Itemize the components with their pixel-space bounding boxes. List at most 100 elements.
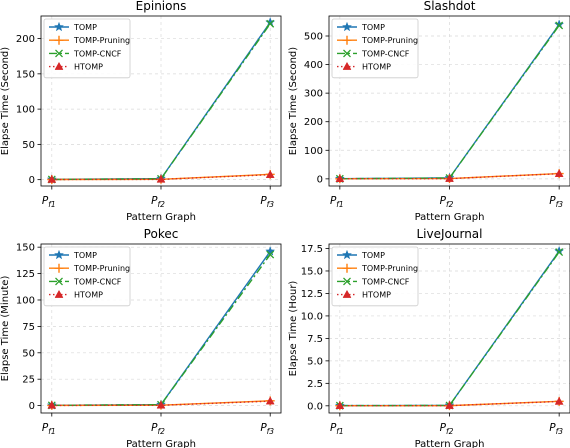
data-point [555,248,564,257]
y-tick-label: 2.5 [307,379,323,390]
y-tick-label: 100 [16,295,35,306]
x-tick-label: Pf1 [330,195,344,209]
legend-marker [53,249,65,260]
y-tick-label: 10.0 [301,311,323,322]
legend-label: TOMP-CNCF [361,49,410,58]
series-htomp [335,168,564,183]
y-tick-label: 17.5 [301,244,323,255]
y-tick-label: 150 [16,243,35,254]
legend-box [43,246,131,307]
y-axis-label: Elapse Time (Second) [0,47,11,155]
legend-label: TOMP-CNCF [73,277,122,286]
legend-label: TOMP-Pruning [73,36,130,45]
x-tick-label: Pf2 [151,422,165,436]
legend-marker [54,263,64,273]
x-tick-label: Pf1 [42,422,56,436]
legend-label: TOMP [361,251,385,260]
legend-label: HTOMP [362,63,391,72]
legend-label: TOMP-Pruning [361,36,418,45]
x-tick-label: Pf3 [549,422,563,436]
legend-label: HTOMP [74,291,103,300]
y-tick-label: 15.0 [301,266,323,277]
series-htomp [335,396,564,409]
data-point [265,246,276,256]
legend-box [331,246,419,307]
x-tick-label: Pf1 [42,195,56,209]
data-point [445,400,454,409]
series-htomp [47,396,275,409]
y-axis-label: Elapse Time (Hour) [288,281,299,377]
legend-label: TOMP-CNCF [361,277,410,286]
legend-marker [342,35,352,45]
legend-marker [342,289,352,298]
y-tick-label: 0.0 [307,401,323,412]
x-axis-label: Pattern Graph [126,439,196,448]
data-point [335,401,345,409]
legend: TOMP TOMP-Pruning TOMP-CNCF HTOMP [331,18,419,79]
legend-marker [342,61,352,70]
legend-box [331,18,419,79]
series-line [339,173,560,180]
legend-marker [343,277,351,286]
series-line [339,400,560,407]
data-point [554,168,564,177]
legend-label: HTOMP [362,291,391,300]
y-tick-label: 125 [16,269,35,280]
x-tick-label: Pf1 [330,422,344,436]
data-point [555,21,564,30]
y-tick-label: 150 [16,69,35,80]
legend: TOMP TOMP-Pruning TOMP-CNCF HTOMP [43,246,131,307]
chart-panel-pokec: 0 25 50 75 100 125 150 Pf1 Pf2 Pf3 Pokec Pattern Gr… [0,227,282,448]
y-tick-label: 50 [22,348,35,359]
legend-marker [343,49,351,58]
x-axis-label: Pattern Graph [126,212,196,223]
y-tick-label: 400 [304,60,323,71]
x-tick-label: Pf3 [549,195,563,209]
legend-marker [53,21,65,32]
legend-marker [54,61,64,70]
legend: TOMP TOMP-Pruning TOMP-CNCF HTOMP [331,246,419,307]
y-tick-label: 300 [304,89,323,100]
chart-panel-epinions: 0 50 100 150 200 Pf1 Pf2 Pf3 Epinions Pattern Gra… [0,0,282,223]
legend-label: HTOMP [74,63,103,72]
y-tick-label: 25 [22,375,35,386]
legend-label: TOMP-Pruning [361,264,418,273]
chart-title: Pokec [144,227,179,241]
y-tick-label: 500 [304,32,323,43]
y-tick-label: 200 [16,34,35,45]
legend-marker [54,35,64,45]
legend-marker [342,263,352,273]
y-tick-label: 200 [304,117,323,128]
y-tick-label: 7.5 [307,334,323,345]
chart-panel-livejournal: 0.0 2.5 5.0 7.5 10.0 12.5 15.0 17.5 Pf1 Pf2 Pf3 Liv… [288,227,570,448]
chart-title: LiveJournal [416,227,482,241]
legend-marker [341,249,353,260]
data-point [266,250,275,259]
data-point [554,396,564,405]
legend-label: TOMP-Pruning [73,264,130,273]
y-tick-label: 100 [16,105,35,116]
data-point [156,400,166,409]
legend-marker [55,277,63,286]
data-point [554,19,565,29]
y-tick-label: 50 [22,140,35,151]
series-htomp [47,169,275,183]
legend-marker [55,49,63,58]
x-tick-label: Pf2 [151,195,165,209]
x-tick-label: Pf3 [260,195,274,209]
y-tick-label: 0 [29,401,35,412]
data-point [156,174,166,183]
legend-label: TOMP [73,251,97,260]
chart-title: Slashdot [424,0,476,13]
data-point [445,173,454,182]
legend-marker [341,21,353,32]
y-tick-label: 0 [29,175,35,186]
data-point [265,169,275,178]
data-point [47,174,57,183]
y-tick-label: 0 [317,174,323,185]
chart-panel-slashdot: 0 100 200 300 400 500 Pf1 Pf2 Pf3 Slashdot Pattern… [288,0,570,223]
y-tick-label: 12.5 [301,289,323,300]
x-tick-label: Pf2 [440,195,454,209]
legend-marker [54,289,64,298]
